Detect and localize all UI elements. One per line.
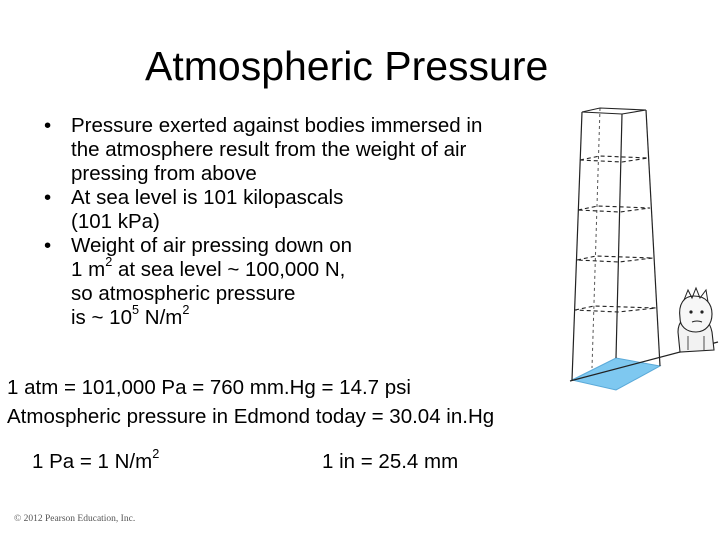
bullet-text-line: is ~ 105 N/m2 [71,303,482,330]
column-edge [645,109,661,367]
air-column-icon [569,107,719,391]
column-edge [571,111,583,381]
bullet-text-line: Pressure exerted against bodies immersed… [71,114,483,137]
bullet-text-line: the atmosphere result from the weight of… [71,138,467,161]
copyright-notice: © 2012 Pearson Education, Inc. [14,514,136,524]
column-slices [574,107,657,313]
text-fragment: 1 m [71,258,106,281]
bullet-text-line: so atmospheric pressure [71,282,296,305]
bullet-marker: • [44,114,52,137]
slide-title: Atmospheric Pressure [145,43,549,89]
bullet-marker: • [44,234,52,257]
superscript: 5 [131,302,140,317]
bullet-item: • Pressure exerted against bodies immers… [44,114,482,186]
column-edge [615,113,623,359]
bullet-text-line: Weight of air pressing down on [71,234,353,257]
inch-conversion: 1 in = 25.4 mm [322,450,459,473]
superscript: 2 [105,254,113,269]
bullet-list: • Pressure exerted against bodies immers… [44,114,482,330]
text-fragment: at sea level ~ 100,000 N, [112,258,346,281]
text-fragment: N/m [139,306,183,329]
text-fragment: is ~ 10 [71,306,132,329]
superscript: 2 [182,302,190,317]
bullet-text-line: At sea level is 101 kilopascals [71,186,344,209]
conversion-equation: 1 atm = 101,000 Pa = 760 mm.Hg = 14.7 ps… [7,376,411,399]
base-square [570,357,662,391]
bullet-marker: • [44,186,52,209]
bullet-text-line: 1 m2 at sea level ~ 100,000 N, [71,255,482,282]
person-icon [677,286,715,353]
bullet-text-line: pressing from above [71,162,257,185]
bullet-item: • Weight of air pressing down on 1 m2 at… [44,234,482,330]
text-fragment: 1 Pa = 1 N/m [32,450,153,473]
edmond-pressure-equation: Atmospheric pressure in Edmond today = 3… [7,405,495,428]
superscript: 2 [152,446,160,461]
bullet-text-line: (101 kPa) [71,210,160,233]
column-edge-hidden [591,107,601,369]
pascal-definition: 1 Pa = 1 N/m2 [32,447,159,474]
bullet-item: • At sea level is 101 kilopascals (101 k… [44,186,482,234]
